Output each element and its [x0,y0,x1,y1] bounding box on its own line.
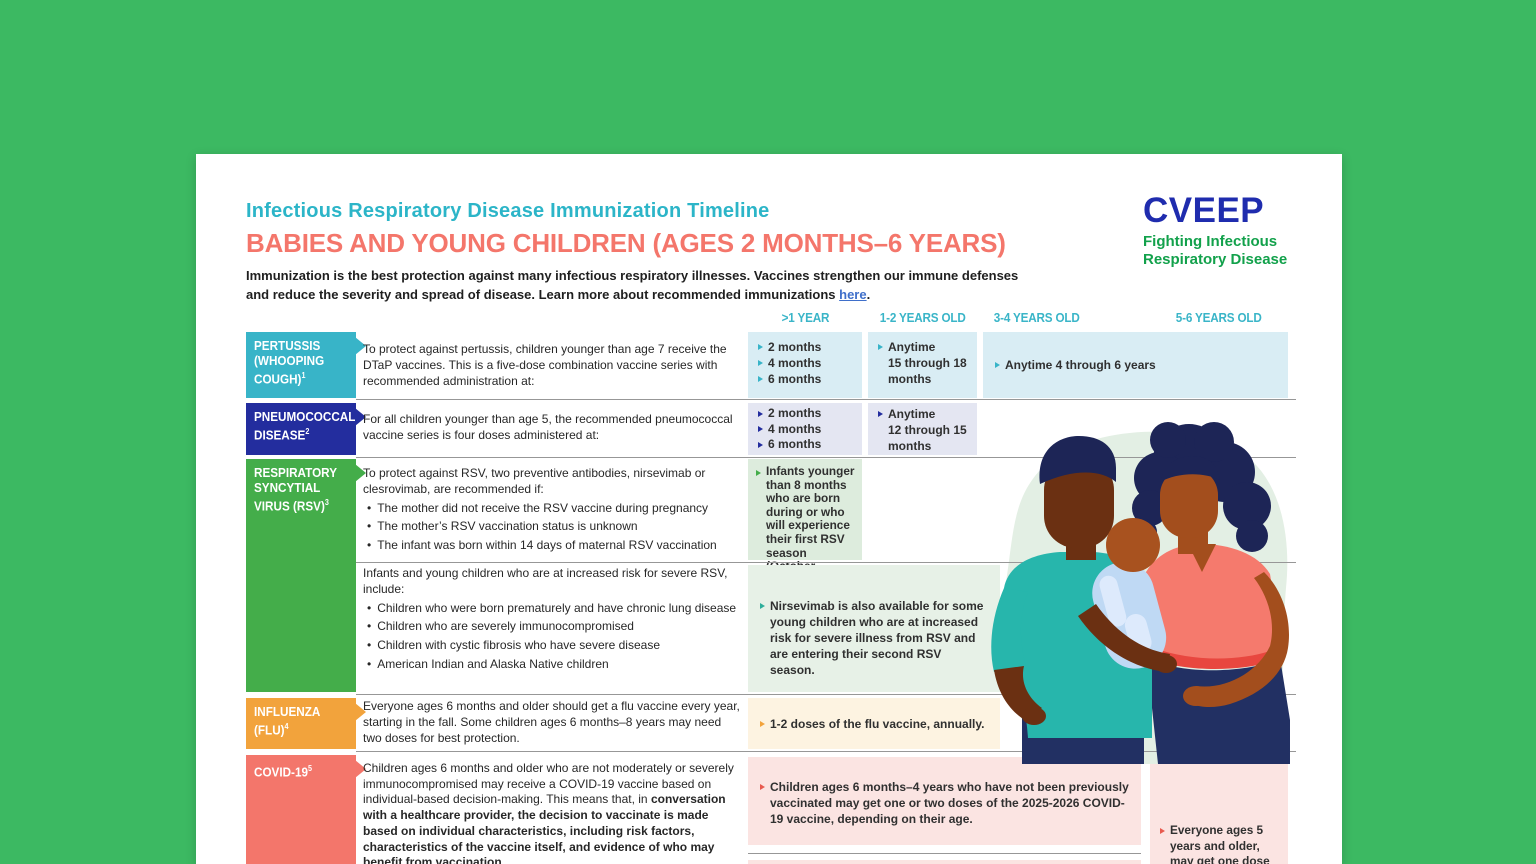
man-arm-holding-baby [1078,604,1170,672]
rsv-description-2: Infants and young children who are at in… [363,566,743,673]
baby-head [1106,518,1160,572]
row-label-covid19: COVID-195 [246,755,366,864]
column-header-1year: >1 YEAR [781,310,829,325]
intro-paragraph: Immunization is the best protection agai… [246,266,1018,304]
column-header-1-2years: 1-2 YEARS OLD [879,310,966,325]
logo-wordmark: CVEEP [1143,191,1265,230]
row-divider [356,457,1296,458]
pneumococcal-cell-1-2years: Anytime 12 through 15 months [868,403,977,455]
row-label-pertussis: PERTUSSIS (WHOOPING COUGH)1 [246,332,366,398]
influenza-cell: 1-2 doses of the flu vaccine, annually. [748,698,1000,749]
pertussis-description: To protect against pertussis, children y… [363,342,727,388]
document-page: Infectious Respiratory Disease Immunizat… [196,154,1342,864]
man-head [1044,458,1114,548]
row-label-pneumococcal: PNEUMOCOCCAL DISEASE2 [246,403,366,455]
column-header-3-4years: 3-4 YEARS OLD [994,310,1080,325]
woman-arm [1192,572,1289,707]
intro-line-2: and reduce the severity and spread of di… [246,287,871,302]
logo-tagline: Fighting Infectious Respiratory Disease [1143,233,1288,268]
covid-cell-5-6years: Everyone ages 5 years and older, may get… [1150,757,1288,864]
row-label-rsv: RESPIRATORY SYNCYTIAL VIRUS (RSV)3 [246,459,366,692]
pneumococcal-cell-1year: 2 months 4 months 6 months [748,403,862,455]
page-title: Infectious Respiratory Disease Immunizat… [246,200,770,222]
rsv-cell-1year: Infants younger than 8 months who are bo… [748,459,862,587]
family-illustration [991,422,1290,764]
row-divider [748,853,1141,854]
row-divider [356,562,1296,563]
rsv-cell-second-season: Nirsevimab is also available for some yo… [748,565,1000,692]
row-divider [356,694,1296,695]
covid-cell-continuation [748,860,1141,864]
row-divider [356,751,1296,752]
woman-head [1160,468,1218,538]
rsv-description-1: To protect against RSV, two preventive a… [363,466,743,554]
covid-description: Children ages 6 months and older who are… [363,761,734,864]
row-label-influenza: INFLUENZA (FLU)4 [246,698,366,749]
pertussis-cell-1-2years: Anytime 15 through 18 months [868,332,977,398]
man-hair [1039,436,1116,484]
pneumococcal-description: For all children younger than age 5, the… [363,412,733,442]
cveep-logo: CVEEP Fighting Infectious Respiratory Di… [1143,192,1287,269]
pertussis-cell-1year: 2 months 4 months 6 months [748,332,862,398]
woman-waistband [1154,648,1278,669]
intro-line-1: Immunization is the best protection agai… [246,268,1019,283]
row-divider [356,399,1296,400]
influenza-description: Everyone ages 6 months and older should … [363,699,740,745]
column-header-5-6years: 5-6 YEARS OLD [1176,310,1262,325]
covid-cell-6months-4years: Children ages 6 months–4 years who have … [748,757,1141,845]
learn-more-link[interactable]: here [839,287,867,302]
page-subtitle: BABIES AND YOUNG CHILDREN (AGES 2 MONTHS… [246,228,1006,258]
woman-top [1146,544,1280,666]
pertussis-cell-3-6years: Anytime 4 through 6 years [983,332,1288,398]
